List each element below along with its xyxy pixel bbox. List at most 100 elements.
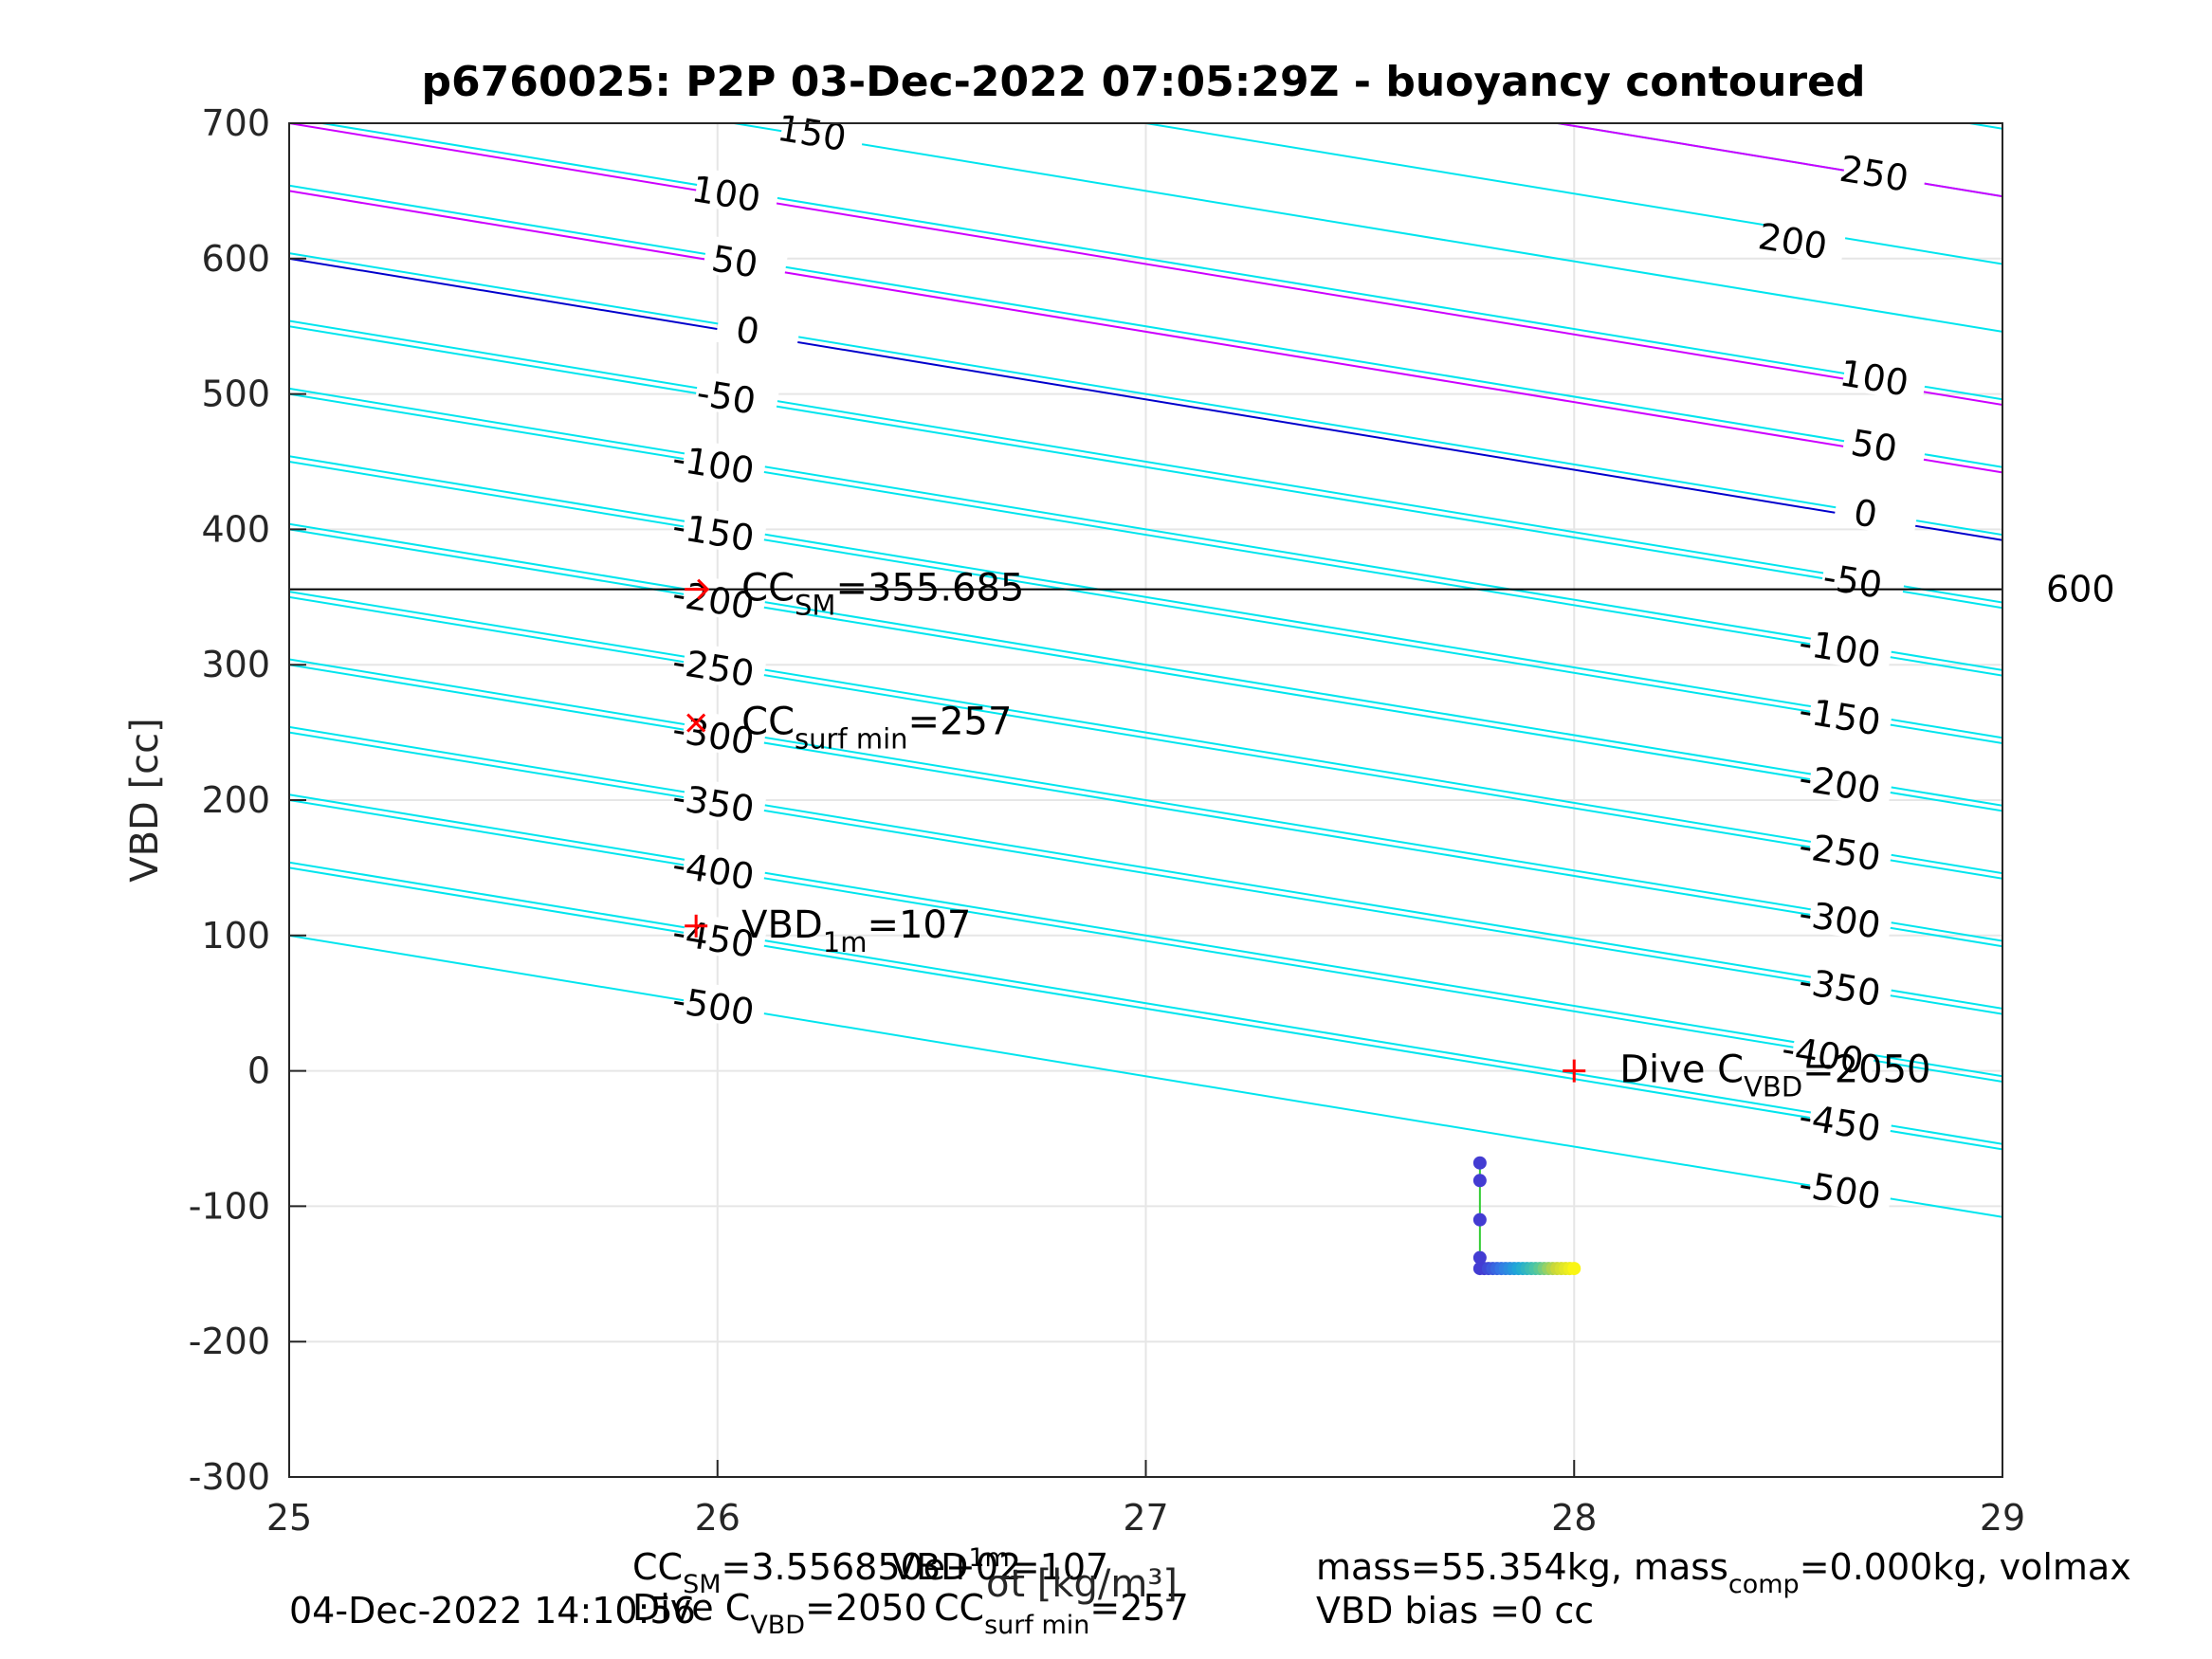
marker-stroke <box>686 713 706 733</box>
footer-surf-sub: surf min <box>984 1611 1089 1640</box>
contour-label-bg <box>681 641 768 693</box>
footer-annotations: CCSM=3.556850e+02 Dive CVBD=2050 VBD1m=1… <box>289 1543 2131 1640</box>
x-tick-label: 28 <box>1551 1497 1597 1539</box>
contour-line <box>289 252 2002 537</box>
profile-point <box>1472 1212 1487 1227</box>
x-tick-label: 29 <box>1980 1497 2025 1539</box>
contour-line <box>289 184 2002 468</box>
markers: CCSM=355.685 CCsurf min=257 VBD1m=107 Dive … <box>685 567 1930 1103</box>
footer-dive-sub: VBD <box>750 1611 805 1640</box>
marker-label: Dive CVBD=2050 <box>1619 1048 1930 1103</box>
contour-label-bg <box>681 844 768 896</box>
footer-timestamp: 04-Dec-2022 14:10:56 <box>289 1590 696 1632</box>
contour-label-bg <box>1807 825 1894 877</box>
contour-label-bg <box>1807 622 1894 674</box>
contour-line <box>289 664 2002 948</box>
contour-label-bg <box>681 505 768 557</box>
contour-label-bg <box>693 371 780 422</box>
footer-surf-main: CC <box>934 1587 984 1629</box>
contour-label-bg <box>1807 1096 1894 1147</box>
contour-label-bg <box>702 235 789 286</box>
marker-VBD_1m: VBD1m=107 <box>685 903 971 958</box>
contour-label-bg <box>681 776 768 828</box>
contour-label-bg <box>1819 555 1908 606</box>
footer-vbd-main: VBD <box>891 1546 968 1588</box>
y-tick-label: 300 <box>201 644 270 685</box>
contour-line <box>727 123 2002 333</box>
profile-point <box>1472 1156 1487 1170</box>
chart-title: p6760025: P2P 03-Dec-2022 07:05:29Z - bu… <box>422 58 1866 106</box>
footer-mass: mass=55.354kg, mass <box>1316 1546 1728 1588</box>
y-tick-label: -200 <box>189 1321 270 1362</box>
footer-vbd-tail: =107 <box>1010 1546 1108 1588</box>
contour-label-bg <box>1807 960 1894 1012</box>
footer-vbd-bias: VBD bias =0 cc <box>1316 1590 1594 1632</box>
x-tick-label: 26 <box>695 1497 740 1539</box>
svg-text:Dive CVBD=2050: Dive CVBD=2050 <box>632 1587 927 1640</box>
marker-CC_surf_min: CCsurf min=257 <box>686 701 1012 756</box>
contour-line <box>289 392 2002 677</box>
profile-point <box>1567 1262 1581 1276</box>
contour-label-bg <box>1807 690 1894 741</box>
contour-label-bg <box>778 106 867 157</box>
contour-label: 50 <box>1848 422 1900 470</box>
y-tick-label: 700 <box>201 102 270 144</box>
footer-cc-main: CC <box>632 1546 683 1588</box>
contour-line <box>289 658 2002 942</box>
contour-label-bg <box>1807 893 1894 944</box>
svg-text:CCSM=3.556850e+02: CCSM=3.556850e+02 <box>632 1546 1021 1599</box>
contour-line <box>289 793 2002 1078</box>
contour-line <box>1140 123 2002 265</box>
x-tick-label: 27 <box>1123 1497 1168 1539</box>
y-tick-label: 500 <box>201 374 270 415</box>
y-tick-label: 400 <box>201 508 270 550</box>
contour-line <box>289 455 2002 739</box>
contour-line <box>289 325 2002 610</box>
contour-label-bg <box>1841 147 1929 198</box>
contour-line <box>289 528 2002 812</box>
contour-label-bg <box>1841 352 1929 403</box>
contour-label-bg <box>681 709 768 760</box>
marker-label: CCsurf min=257 <box>741 701 1012 756</box>
contour-line <box>289 123 2002 407</box>
contour-line <box>289 934 2002 1218</box>
contour-line <box>289 731 2002 1015</box>
contour-label: 50 <box>709 237 761 285</box>
footer-mass-tail: =0.000kg, volmax <box>1800 1546 2131 1588</box>
contour-line <box>289 387 2002 671</box>
y-tick-label: -300 <box>189 1456 270 1498</box>
profile-series <box>1472 1156 1581 1276</box>
contour-line <box>289 522 2002 807</box>
contour-label-bg <box>681 438 768 489</box>
contour-label-bg <box>1760 214 1847 266</box>
svg-text:mass=55.354kg, masscomp=0.000k: mass=55.354kg, masscomp=0.000kg, volmax <box>1316 1546 2131 1599</box>
footer-mass-sub: comp <box>1728 1570 1800 1599</box>
marker-CC_SM: CCSM=355.685 <box>685 567 1024 622</box>
axis-ticks: 25 26 27 28 29 -300 -200 -100 0 100 200 300 400 500 60… <box>189 102 2025 1539</box>
contour-line <box>289 725 2002 1010</box>
contour-line <box>289 591 2002 875</box>
contour-label-bg <box>715 304 802 356</box>
footer-dive-main: Dive C <box>632 1587 750 1629</box>
x-axis-label: σt [kg/m³] <box>986 1562 1178 1606</box>
marker-label: VBD1m=107 <box>741 903 971 958</box>
y-tick-label: 200 <box>201 779 270 821</box>
contour-line <box>289 461 2002 745</box>
y-axis-label: VBD [cc] <box>123 718 167 883</box>
contour-label-bg <box>1833 486 1920 538</box>
svg-text:CCsurf min=257: CCsurf min=257 <box>934 1587 1189 1640</box>
footer-vbd-sub: 1m <box>968 1543 1009 1573</box>
contour-label: -50 <box>694 372 759 422</box>
footer-cc-sub: SM <box>683 1570 721 1599</box>
contour-line <box>289 866 2002 1151</box>
contour-line <box>289 190 2002 474</box>
y-tick-label: 0 <box>247 1050 270 1092</box>
contour-line <box>316 123 2002 401</box>
contour-label-bg <box>681 574 768 625</box>
contour-line <box>1551 123 2002 198</box>
contour-line <box>289 799 2002 1084</box>
footer-dive-tail: =2050 <box>805 1587 927 1629</box>
contour-line <box>289 257 2002 541</box>
contour-label-bg <box>1790 1029 1877 1080</box>
